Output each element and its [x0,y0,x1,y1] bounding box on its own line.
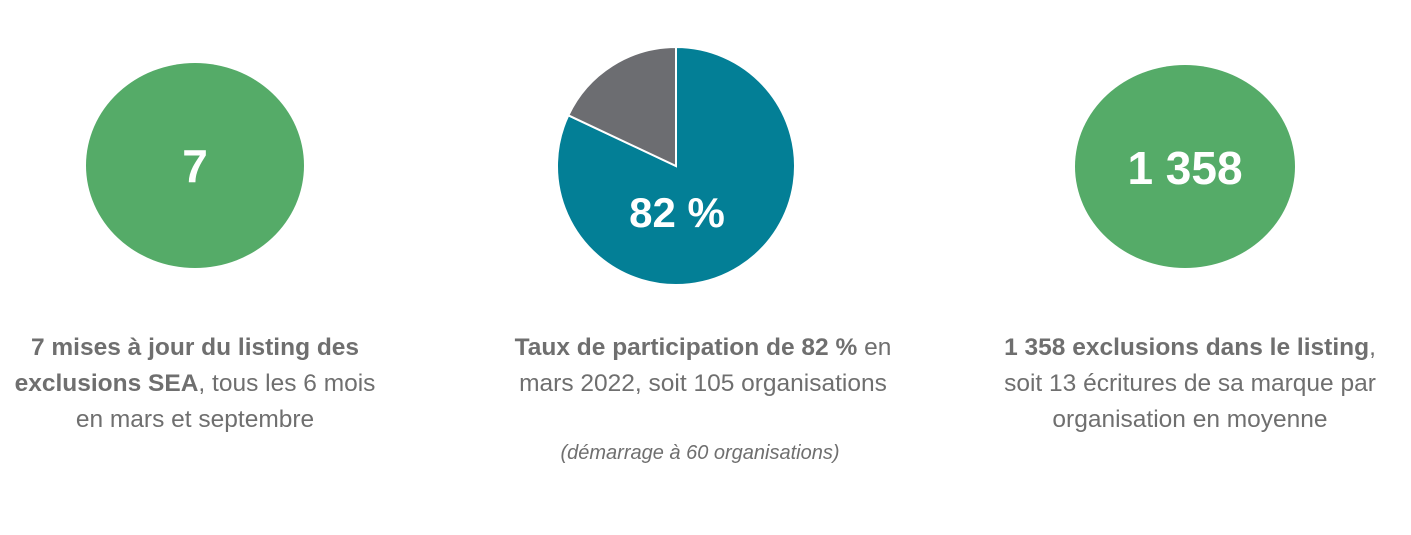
kpi-center-caption-rest: en mars 2022, soit 105 organisations [519,334,892,397]
kpi-right-caption-bold: 1 358 exclusions dans le listing [1004,334,1370,361]
kpi-left-circle: 7 [86,63,304,268]
kpi-left-caption-bold: 7 mises à jour du listing des exclusions… [14,334,360,397]
kpi-right-caption: 1 358 exclusions dans le listing, soit 1… [1000,330,1380,438]
kpi-left-caption-rest: , tous les 6 mois en mars et septembre [75,370,376,433]
kpi-center-caption: Taux de participation de 82 % en mars 20… [486,330,920,402]
kpi-right-panel: 1 358 1 358 exclusions dans le listing, … [1000,0,1380,535]
kpi-left-panel: 7 7 mises à jour du listing des exclusio… [0,0,390,535]
kpi-right-caption-rest: , soit 13 écritures de sa marque par org… [1004,334,1376,433]
pie-data-label: 82 % [629,189,725,236]
kpi-right-circle: 1 358 [1075,65,1295,268]
kpi-center-note: (démarrage à 60 organisations) [560,442,840,464]
kpi-left-value: 7 [182,140,208,192]
participation-pie-chart: 82 % [556,45,796,286]
pie-slice-non-participation [566,45,677,168]
kpi-left-caption: 7 mises à jour du listing des exclusions… [0,330,390,438]
kpi-center-caption-bold: Taux de participation de 82 % [514,334,858,361]
pie-slice-participation [556,45,796,286]
kpi-right-value: 1 358 [1127,142,1243,194]
kpi-center-panel: 82 % Taux de participation de 82 % en ma… [480,0,920,535]
